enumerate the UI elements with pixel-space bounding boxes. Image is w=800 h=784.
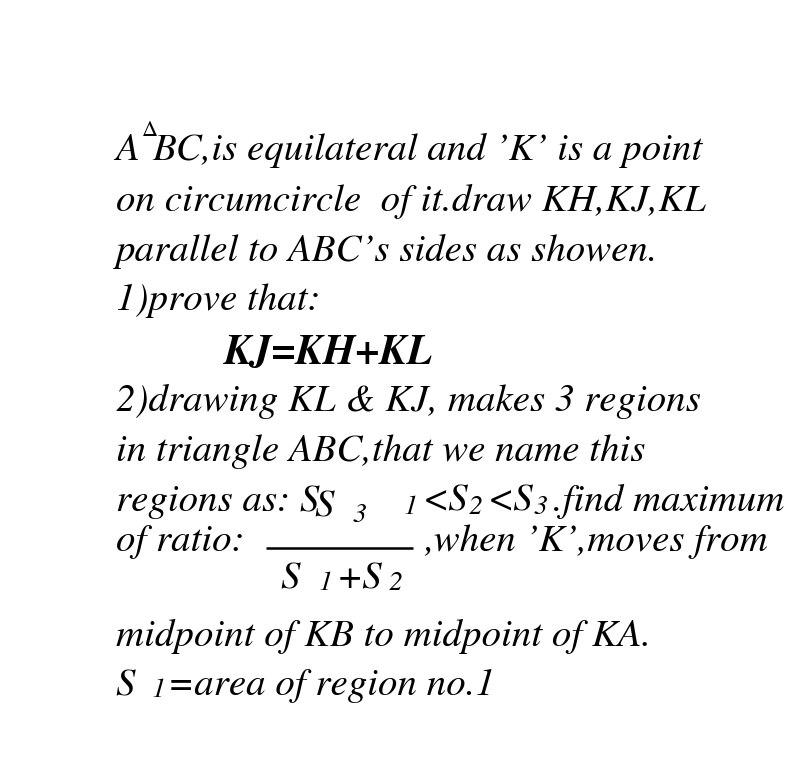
Text: 1: 1: [151, 678, 166, 703]
Text: regions as: S: regions as: S: [115, 484, 319, 519]
Text: BC,is equilateral and ’K’ is a point: BC,is equilateral and ’K’ is a point: [153, 133, 703, 169]
Text: +S: +S: [336, 562, 382, 597]
Text: <S: <S: [422, 484, 468, 519]
Text: 2: 2: [389, 572, 402, 597]
Text: S: S: [314, 490, 334, 524]
Text: 1: 1: [319, 572, 333, 597]
Text: =area of region no.1: =area of region no.1: [168, 669, 495, 703]
Text: Δ: Δ: [142, 122, 158, 141]
Text: S: S: [115, 669, 135, 703]
Text: S: S: [281, 562, 300, 597]
Text: 2: 2: [469, 495, 482, 520]
Text: ,when ’K’,moves from: ,when ’K’,moves from: [424, 524, 768, 559]
Text: parallel to ABC’s sides as showen.: parallel to ABC’s sides as showen.: [115, 234, 658, 269]
Text: A: A: [115, 133, 139, 168]
Text: KJ=KH+KL: KJ=KH+KL: [224, 334, 434, 372]
Text: <S: <S: [487, 484, 534, 519]
Text: midpoint of KB to midpoint of KA.: midpoint of KB to midpoint of KA.: [115, 619, 650, 655]
Text: 3: 3: [534, 495, 548, 520]
Text: in triangle ABC,that we name this: in triangle ABC,that we name this: [115, 434, 645, 469]
Text: on circumcircle  of it.draw KH,KJ,KL: on circumcircle of it.draw KH,KJ,KL: [115, 183, 706, 219]
Text: 1: 1: [404, 495, 418, 520]
Text: .find maximum: .find maximum: [553, 484, 784, 519]
Text: 3: 3: [353, 503, 367, 528]
Text: 2)drawing KL & KJ, makes 3 regions: 2)drawing KL & KJ, makes 3 regions: [115, 384, 700, 419]
Text: of ratio:: of ratio:: [115, 524, 244, 559]
Text: 1)prove that:: 1)prove that:: [115, 284, 320, 318]
